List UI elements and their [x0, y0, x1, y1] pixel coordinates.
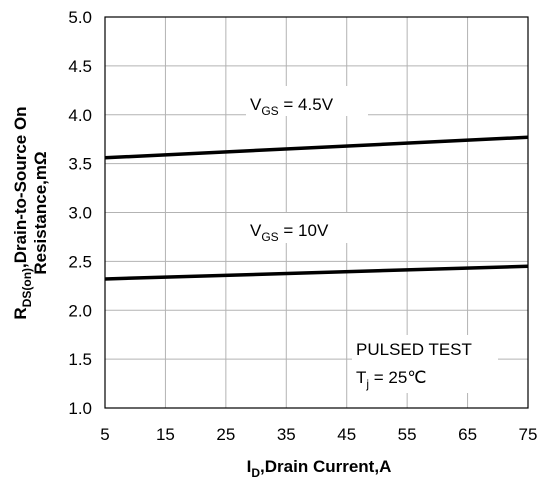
series-label-vgs-4-5: VGS = 4.5V [250, 95, 334, 118]
y-tick-labels: 1.0 1.5 2.0 2.5 3.0 3.5 4.0 4.5 5.0 [68, 8, 92, 418]
x-tick-label-4: 45 [337, 425, 356, 444]
annotation-bg [352, 335, 498, 393]
x-tick-label-1: 15 [156, 425, 175, 444]
plot-frame [104, 16, 529, 409]
x-tick-label-5: 55 [398, 425, 417, 444]
y-tick-label-5: 3.5 [68, 155, 92, 174]
x-tick-label-2: 25 [216, 425, 235, 444]
y-tick-label-4: 3.0 [68, 204, 92, 223]
x-tick-label-3: 35 [277, 425, 296, 444]
x-tick-label-7: 75 [519, 425, 538, 444]
y-tick-label-0: 1.0 [68, 399, 92, 418]
x-tick-label-0: 5 [100, 425, 109, 444]
y-tick-label-8: 5.0 [68, 8, 92, 27]
y-axis-label-line2: Resistance,mΩ [31, 151, 50, 274]
series-line-0 [104, 135, 529, 160]
series-label-bg-1 [246, 86, 368, 116]
y-tick-label-1: 1.5 [68, 350, 92, 369]
series-label-vgs-10: VGS = 10V [250, 221, 329, 244]
annotation-tj: Tj = 25℃ [356, 368, 426, 391]
y-tick-label-3: 2.5 [68, 252, 92, 271]
y-tick-label-2: 2.0 [68, 301, 92, 320]
x-tick-labels: 5 15 25 35 45 55 65 75 [100, 425, 537, 444]
series-line-1 [104, 264, 529, 281]
annotation-pulsed-test: PULSED TEST [356, 340, 472, 359]
x-axis-label: ID,Drain Current,A [247, 457, 392, 480]
y-tick-label-7: 4.5 [68, 57, 92, 76]
series-lines [104, 135, 529, 281]
y-tick-label-6: 4.0 [68, 106, 92, 125]
series-label-bg-2 [246, 213, 358, 243]
y-axis-label-line1: RDS(on),Drain-to-Source On [11, 106, 34, 319]
x-tick-label-6: 65 [458, 425, 477, 444]
